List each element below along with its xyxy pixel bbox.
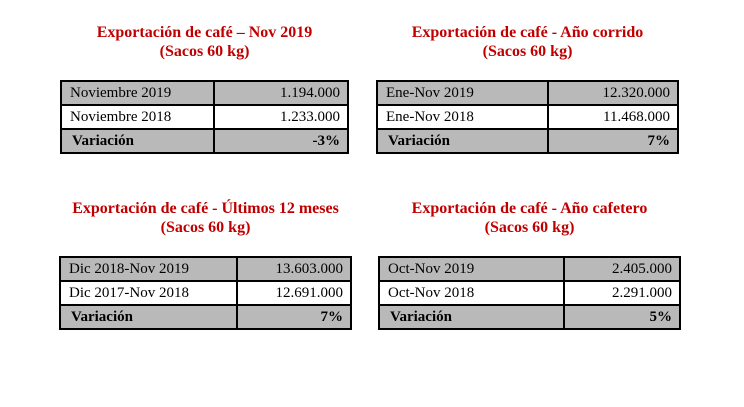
variation-row: Variación 7% (59, 304, 353, 330)
period-label: Ene-Nov 2019 (376, 80, 549, 106)
table-row: Noviembre 2019 1.194.000 (60, 80, 350, 106)
variation-row: Variación -3% (60, 128, 350, 154)
variation-label: Variación (60, 128, 215, 154)
section-title-text: Exportación de café - Año corrido (411, 24, 644, 41)
period-value: 1.233.000 (212, 104, 350, 130)
table-row: Oct-Nov 2018 2.291.000 (377, 280, 681, 306)
period-label: Oct-Nov 2018 (377, 280, 566, 306)
section-export-ano-cafetero: Exportación de café - Año cafetero (Saco… (377, 199, 681, 330)
export-table-ano-cafetero: Oct-Nov 2019 2.405.000 Oct-Nov 2018 2.29… (377, 256, 681, 330)
table-row: Ene-Nov 2019 12.320.000 (376, 80, 680, 106)
section-export-nov-2019: Exportación de café – Nov 2019 (Sacos 60… (60, 23, 350, 154)
export-table-ano-corrido: Ene-Nov 2019 12.320.000 Ene-Nov 2018 11.… (376, 80, 680, 154)
period-value: 12.691.000 (235, 280, 353, 306)
table-row: Oct-Nov 2019 2.405.000 (377, 256, 681, 282)
period-label: Dic 2017-Nov 2018 (59, 280, 238, 306)
variation-row: Variación 5% (377, 304, 681, 330)
section-export-ano-corrido: Exportación de café - Año corrido (Sacos… (376, 23, 680, 154)
table-row: Dic 2018-Nov 2019 13.603.000 (59, 256, 353, 282)
table-row: Noviembre 2018 1.233.000 (60, 104, 350, 130)
period-label: Dic 2018-Nov 2019 (59, 256, 238, 282)
table-row: Ene-Nov 2018 11.468.000 (376, 104, 680, 130)
variation-value: -3% (212, 128, 350, 154)
variation-label: Variación (59, 304, 238, 330)
period-value: 11.468.000 (546, 104, 680, 130)
variation-label: Variación (377, 304, 566, 330)
section-subtitle-text: (Sacos 60 kg) (159, 43, 250, 60)
variation-row: Variación 7% (376, 128, 680, 154)
export-table-nov-2019: Noviembre 2019 1.194.000 Noviembre 2018 … (60, 80, 350, 154)
variation-value: 5% (563, 304, 681, 330)
period-value: 1.194.000 (212, 80, 350, 106)
section-subtitle-text: (Sacos 60 kg) (482, 43, 573, 60)
section-title-text: Exportación de café - Año cafetero (411, 200, 648, 217)
period-label: Noviembre 2018 (60, 104, 215, 130)
period-label: Noviembre 2019 (60, 80, 215, 106)
section-title-text: Exportación de café – Nov 2019 (96, 24, 313, 41)
section-title: Exportación de café - Año corrido (Sacos… (412, 23, 644, 61)
section-subtitle-text: (Sacos 60 kg) (484, 219, 575, 236)
period-label: Oct-Nov 2019 (377, 256, 566, 282)
section-title: Exportación de café - Año cafetero (Saco… (412, 199, 648, 237)
period-value: 2.291.000 (563, 280, 681, 306)
export-table-ultimos-12-meses: Dic 2018-Nov 2019 13.603.000 Dic 2017-No… (59, 256, 353, 330)
period-value: 2.405.000 (563, 256, 681, 282)
period-label: Ene-Nov 2018 (376, 104, 549, 130)
table-row: Dic 2017-Nov 2018 12.691.000 (59, 280, 353, 306)
section-export-ultimos-12-meses: Exportación de café - Últimos 12 meses (… (59, 199, 353, 330)
variation-value: 7% (546, 128, 680, 154)
section-title: Exportación de café – Nov 2019 (Sacos 60… (97, 23, 313, 61)
section-title-text: Exportación de café - Últimos 12 meses (72, 200, 339, 217)
period-value: 13.603.000 (235, 256, 353, 282)
section-title: Exportación de café - Últimos 12 meses (… (72, 199, 339, 237)
section-subtitle-text: (Sacos 60 kg) (160, 219, 251, 236)
period-value: 12.320.000 (546, 80, 680, 106)
variation-value: 7% (235, 304, 353, 330)
variation-label: Variación (376, 128, 549, 154)
